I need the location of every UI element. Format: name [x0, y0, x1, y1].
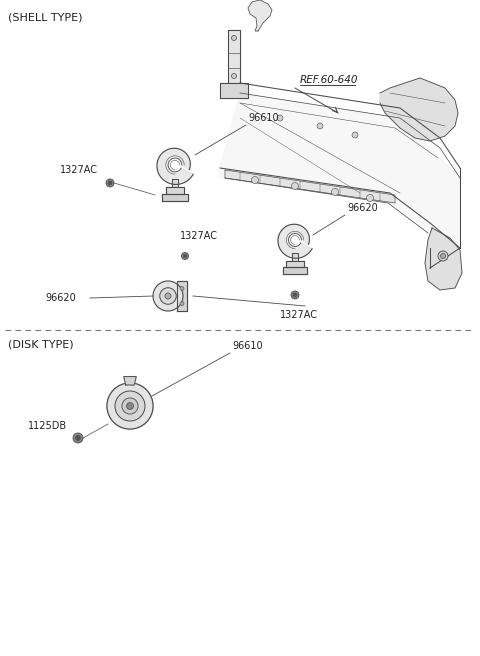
- Polygon shape: [425, 228, 462, 290]
- Text: 1327AC: 1327AC: [180, 231, 218, 241]
- Polygon shape: [220, 93, 460, 248]
- Text: 1327AC: 1327AC: [60, 165, 98, 175]
- Circle shape: [277, 115, 283, 121]
- Polygon shape: [220, 83, 248, 98]
- Polygon shape: [283, 267, 307, 274]
- Circle shape: [106, 179, 114, 187]
- Polygon shape: [225, 170, 395, 203]
- Polygon shape: [157, 148, 193, 184]
- Circle shape: [438, 251, 448, 261]
- Circle shape: [352, 132, 358, 138]
- Circle shape: [73, 433, 83, 443]
- Text: REF.60-640: REF.60-640: [300, 75, 359, 85]
- Circle shape: [127, 403, 133, 409]
- Text: 1125DB: 1125DB: [28, 421, 67, 431]
- Text: 96620: 96620: [347, 203, 378, 213]
- Circle shape: [291, 291, 299, 299]
- Circle shape: [180, 287, 184, 291]
- Text: 1327AC: 1327AC: [280, 310, 318, 320]
- Circle shape: [291, 182, 299, 190]
- Polygon shape: [172, 178, 179, 187]
- Circle shape: [252, 176, 259, 184]
- Circle shape: [180, 302, 184, 306]
- Circle shape: [367, 194, 373, 201]
- Polygon shape: [286, 261, 304, 267]
- Circle shape: [107, 383, 153, 429]
- Circle shape: [75, 436, 81, 440]
- Polygon shape: [248, 0, 272, 31]
- Circle shape: [441, 253, 445, 258]
- Polygon shape: [124, 377, 136, 385]
- Circle shape: [332, 188, 338, 195]
- Circle shape: [122, 398, 138, 414]
- Polygon shape: [292, 253, 298, 261]
- Text: (SHELL TYPE): (SHELL TYPE): [8, 12, 83, 22]
- Polygon shape: [162, 194, 188, 201]
- Circle shape: [231, 35, 237, 41]
- Polygon shape: [380, 78, 458, 141]
- Text: (DISK TYPE): (DISK TYPE): [8, 340, 73, 350]
- Circle shape: [160, 288, 176, 304]
- Circle shape: [183, 255, 187, 258]
- Text: 96610: 96610: [248, 113, 278, 123]
- Circle shape: [317, 123, 323, 129]
- Polygon shape: [177, 281, 187, 311]
- Text: 96610: 96610: [232, 341, 263, 351]
- Circle shape: [231, 73, 237, 79]
- Circle shape: [181, 253, 189, 260]
- Text: 96620: 96620: [45, 293, 76, 303]
- Polygon shape: [228, 30, 240, 83]
- Polygon shape: [278, 224, 312, 258]
- Circle shape: [153, 281, 183, 311]
- Circle shape: [293, 293, 297, 297]
- Circle shape: [165, 293, 171, 299]
- Polygon shape: [166, 187, 184, 194]
- Circle shape: [108, 181, 112, 185]
- Circle shape: [115, 391, 145, 421]
